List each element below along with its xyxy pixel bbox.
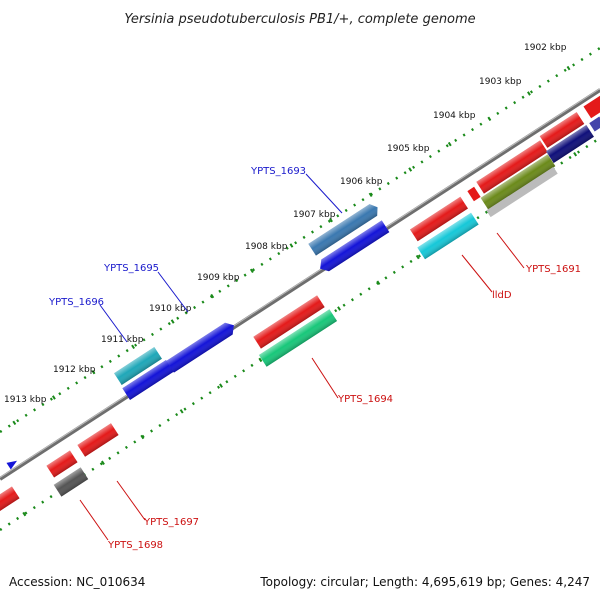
gene-lldd[interactable] [417,212,479,260]
tick-label-1902: 1902 kbp [524,43,567,53]
gene-ypts1695[interactable] [166,319,237,373]
tick-label-1908: 1908 kbp [245,242,288,252]
gene-labels: YPTS_1693 YPTS_1695 YPTS_1696 YPTS_1691 … [48,166,581,551]
tick-labels: 1902 kbp 1903 kbp 1904 kbp 1905 kbp 1906… [4,43,567,405]
gene-ypts1696[interactable] [114,347,162,385]
gene-red-small[interactable] [467,186,481,202]
tick-label-1909: 1909 kbp [197,273,240,283]
label-ypts1694[interactable]: YPTS_1694 [337,394,393,405]
tick-label-1913: 1913 kbp [4,395,47,405]
gene-navy-edge[interactable] [589,116,600,132]
label-ypts1691[interactable]: YPTS_1691 [525,264,581,275]
genome-backbone [0,88,600,481]
tick-label-1904: 1904 kbp [433,111,476,121]
gene-ypts1697[interactable] [53,467,89,497]
callout-ypts1698 [79,499,109,541]
gene-red-1904[interactable] [476,140,548,194]
summary-text: Topology: circular; Length: 4,695,619 bp… [259,575,590,589]
gene-ypts1694[interactable] [253,295,325,349]
gene-blue-small[interactable] [6,457,19,470]
genome-backbone-highlight [0,88,600,478]
label-ypts1698[interactable]: YPTS_1698 [107,540,163,551]
accession-text: Accession: NC_010634 [9,575,145,589]
gene-features [0,95,600,514]
callout-ypts1697 [116,480,146,521]
callout-ypts1694 [311,357,339,399]
tick-label-1903: 1903 kbp [479,77,522,87]
gene-ypts1691[interactable] [480,154,556,210]
label-ypts1697[interactable]: YPTS_1697 [143,517,199,528]
tick-label-1906: 1906 kbp [340,177,383,187]
callout-ypts1695 [157,271,189,313]
gene-blue-1911[interactable] [122,359,174,401]
gene-red-1915[interactable] [46,450,78,478]
gene-navy[interactable] [546,125,594,163]
callout-ypts1696 [99,304,128,343]
tick-label-1912: 1912 kbp [53,365,96,375]
callout-ypts1693 [305,173,343,214]
gene-ypts1693[interactable] [308,201,381,256]
gene-red-1914[interactable] [77,423,119,457]
label-ypts1695[interactable]: YPTS_1695 [103,263,159,274]
callout-lldd [461,254,493,293]
genome-title: Yersinia pseudotuberculosis PB1/+, compl… [124,12,475,27]
gene-red-1903[interactable] [539,112,585,148]
tick-label-1905: 1905 kbp [387,144,430,154]
label-ypts1696[interactable]: YPTS_1696 [48,297,104,308]
tick-label-1910: 1910 kbp [149,304,192,314]
label-lldd[interactable]: lldD [492,290,512,301]
gene-green[interactable] [258,309,338,367]
gene-gray-1903[interactable] [486,166,558,218]
callout-lines [79,173,525,541]
gene-ypts1698[interactable] [0,486,20,514]
callout-ypts1691 [496,232,525,269]
gene-red-1905[interactable] [410,196,468,242]
gene-blue-1907[interactable] [316,220,390,274]
tick-label-1907: 1907 kbp [293,210,336,220]
label-ypts1693[interactable]: YPTS_1693 [250,166,306,177]
gene-red-edge[interactable] [583,95,600,119]
tick-label-1911: 1911 kbp [101,335,144,345]
